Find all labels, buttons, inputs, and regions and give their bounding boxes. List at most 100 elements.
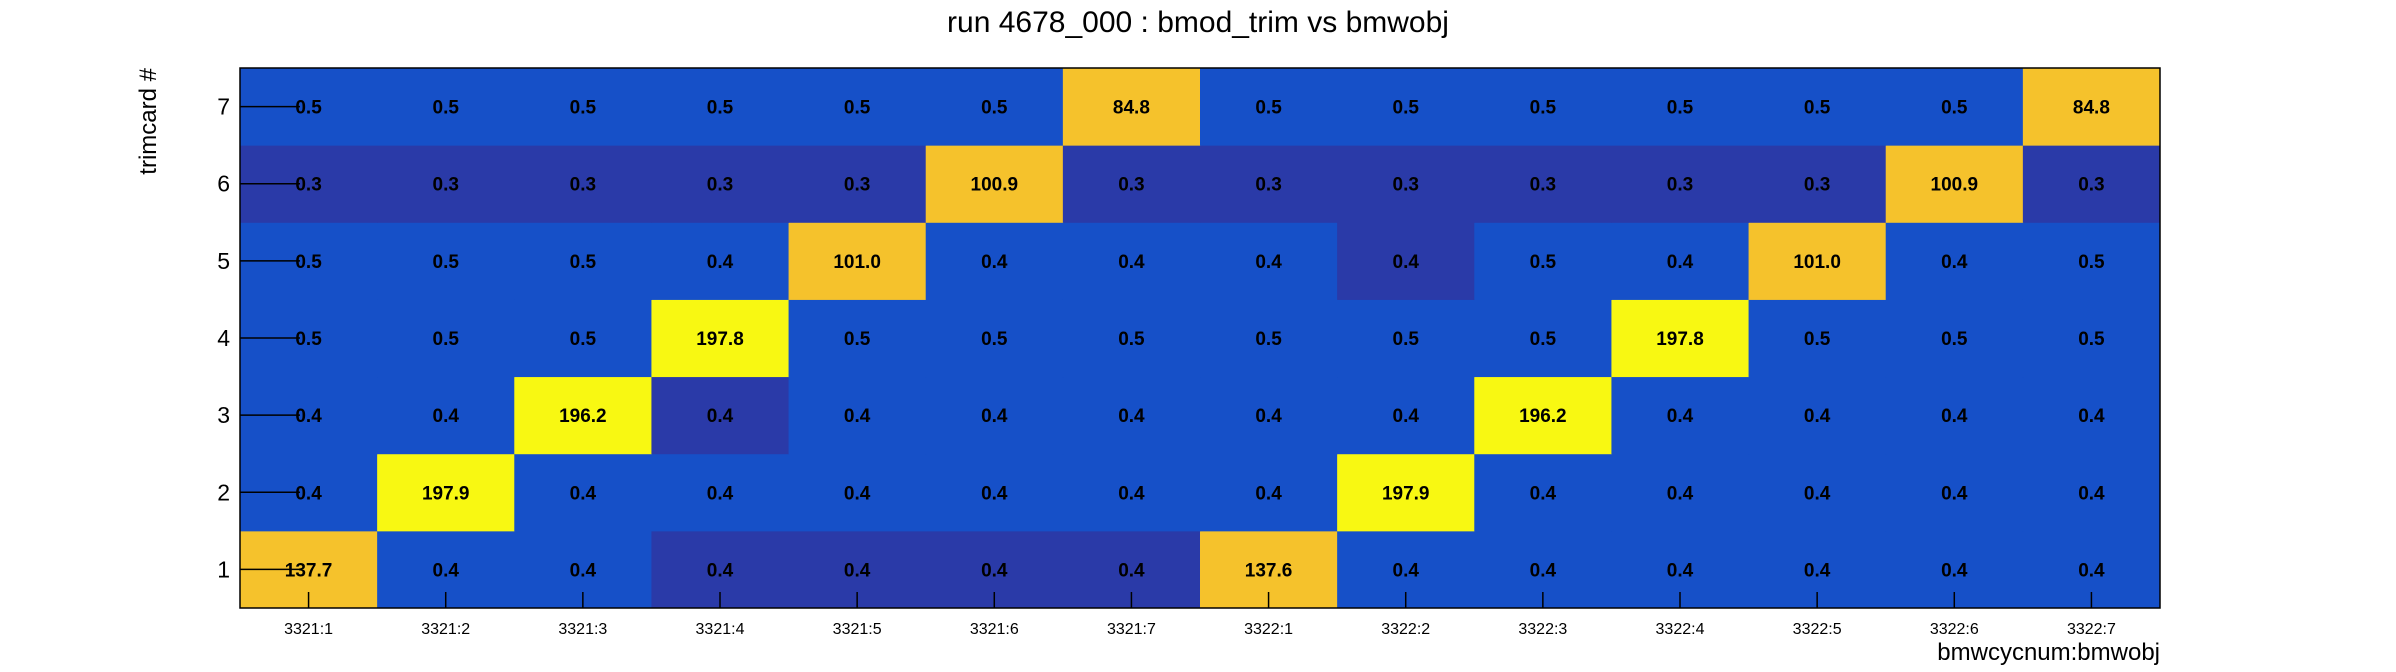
cell-value-label: 0.4 (707, 560, 734, 581)
x-axis-ticks: 3321:1 3321:2 3321:3 3321:4 3321:5 3321:6 3321… (284, 592, 2116, 638)
cell-value-label: 100.9 (971, 175, 1019, 196)
y-tick-label: 4 (217, 325, 230, 351)
cell-value-label: 0.4 (1804, 560, 1831, 581)
cell-value-label: 0.4 (1530, 483, 1557, 504)
heatmap-cell (1748, 222, 1887, 300)
cell-value-label: 0.4 (844, 483, 871, 504)
heatmap-cell (1885, 299, 2024, 378)
cell-value-label: 0.4 (1255, 483, 1282, 504)
cell-value-label: 0.5 (1804, 98, 1831, 119)
x-tick-label: 3322:6 (1930, 621, 1979, 638)
heatmap-cell (1337, 299, 1475, 378)
y-tick-label: 1 (217, 556, 230, 582)
cell-value-label: 0.4 (1667, 252, 1694, 273)
heatmap-cell (651, 299, 790, 378)
cell-value-label: 0.4 (981, 483, 1008, 504)
cell-value-label: 197.9 (422, 483, 470, 504)
heatmap-cell (1337, 376, 1475, 455)
heatmap-cell (1474, 376, 1612, 455)
cell-value-label: 0.5 (1530, 329, 1557, 350)
cell-value-label: 0.4 (295, 406, 322, 427)
cell-value-label: 137.6 (1245, 560, 1293, 581)
heatmap-cell (1200, 299, 1338, 378)
chart-title: run 4678_000 : bmod_trim vs bmwobj (947, 6, 1449, 39)
heatmap-cell (377, 222, 515, 300)
x-tick-label: 3321:2 (421, 621, 470, 638)
cell-value-label: 0.5 (1118, 329, 1145, 350)
cell-value-label: 0.5 (433, 98, 460, 119)
heatmap-cell (788, 145, 927, 223)
x-tick-label: 3321:6 (970, 621, 1019, 638)
cell-value-label: 0.4 (1118, 483, 1145, 504)
heatmap-cell (925, 222, 1064, 300)
x-tick-label: 3322:4 (1656, 621, 1705, 638)
heatmap-cell (514, 453, 652, 532)
cell-value-label: 0.5 (433, 252, 460, 273)
heatmap-cell (1611, 68, 1750, 146)
x-tick-label: 3322:7 (2067, 621, 2116, 638)
cell-value-label: 0.5 (1393, 98, 1420, 119)
cell-value-label: 0.4 (1804, 483, 1831, 504)
cell-value-label: 0.5 (2078, 329, 2105, 350)
heatmap-cell (514, 68, 652, 146)
heatmap-cell (1337, 453, 1475, 532)
heatmap-cell (1885, 145, 2024, 223)
heatmap-cell (788, 453, 927, 532)
heatmap-cell (377, 453, 515, 532)
cell-value-label: 0.4 (570, 483, 597, 504)
heatmap-cell (651, 453, 790, 532)
cell-value-label: 0.5 (844, 98, 871, 119)
heatmap-cell (1062, 68, 1201, 146)
heatmap-cell (2022, 68, 2161, 146)
heatmap-cell (1474, 453, 1612, 532)
x-tick-label: 3322:5 (1793, 621, 1842, 638)
heatmap-cell (1062, 376, 1201, 455)
heatmap-cells (240, 68, 2161, 609)
cell-value-label: 0.4 (844, 560, 871, 581)
cell-value-label: 0.5 (1393, 329, 1420, 350)
cell-value-label: 0.4 (1118, 252, 1145, 273)
cell-value-label: 197.9 (1382, 483, 1430, 504)
heatmap-cell (1062, 222, 1201, 300)
heatmap-cell (925, 453, 1064, 532)
heatmap-cell (514, 145, 652, 223)
y-axis-ticks: 1 2 3 4 5 6 7 (217, 94, 300, 582)
cell-value-label: 0.3 (1667, 175, 1693, 196)
cell-value-label: 0.5 (1255, 329, 1282, 350)
cell-value-label: 0.5 (1530, 252, 1557, 273)
cell-value-label: 0.4 (1941, 406, 1968, 427)
cell-value-label: 0.5 (295, 252, 322, 273)
y-tick-label: 2 (217, 479, 230, 505)
cell-value-label: 197.8 (1656, 329, 1704, 350)
cell-value-label: 0.3 (1530, 175, 1556, 196)
heatmap-cell (1062, 145, 1201, 223)
x-tick-label: 3322:2 (1381, 621, 1430, 638)
heatmap-cell (1611, 376, 1750, 455)
heatmap-cell (925, 145, 1064, 223)
cell-value-label: 196.2 (1519, 406, 1567, 427)
cell-value-label: 84.8 (2073, 98, 2110, 119)
cell-value-label: 0.5 (1941, 98, 1968, 119)
heatmap-cell (2022, 376, 2161, 455)
cell-value-label: 0.4 (844, 406, 871, 427)
heatmap-cell (1062, 299, 1201, 378)
cell-value-label: 0.4 (1667, 406, 1694, 427)
heatmap-cell (925, 68, 1064, 146)
cell-value-label: 0.4 (981, 406, 1008, 427)
cell-value-label: 0.3 (1255, 175, 1281, 196)
cell-value-label: 0.4 (1393, 406, 1420, 427)
cell-value-label: 0.4 (1118, 560, 1145, 581)
heatmap-cell (1474, 299, 1612, 378)
x-tick-label: 3321:3 (558, 621, 607, 638)
heatmap-cell (651, 145, 790, 223)
heatmap-cell (1611, 453, 1750, 532)
heatmap-cell (514, 376, 652, 455)
cell-value-label: 0.4 (981, 252, 1008, 273)
heatmap-cell (2022, 299, 2161, 378)
cell-value-label: 0.3 (2078, 175, 2104, 196)
heatmap-cell (514, 222, 652, 300)
y-tick-label: 3 (217, 402, 230, 428)
heatmap-cell (1885, 453, 2024, 532)
y-tick-label: 5 (217, 248, 230, 274)
heatmap-cell (1885, 222, 2024, 300)
